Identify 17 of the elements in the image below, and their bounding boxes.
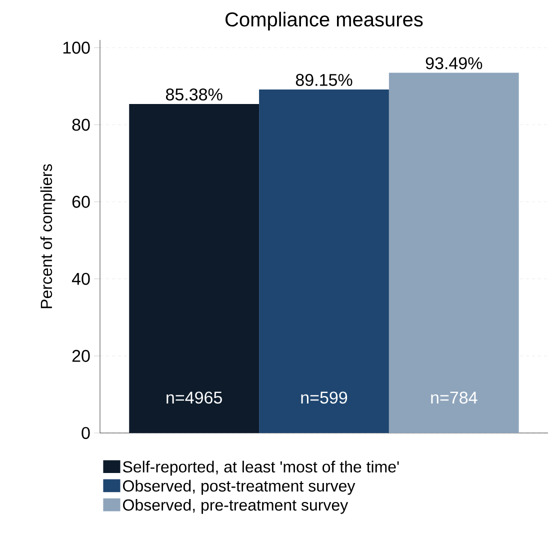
y-tick-label: 0 — [82, 426, 90, 440]
y-tick-label: 20 — [72, 350, 90, 362]
y-tick-label: 100 — [63, 42, 90, 54]
data-label: 89.15% — [296, 74, 352, 86]
y-tick-label: 60 — [72, 196, 90, 208]
data-label: 85.38% — [166, 88, 222, 101]
y-tick-label: 40 — [72, 272, 90, 285]
data-label: 93.49% — [426, 57, 482, 70]
legend-label: Observed, post-treatment survey — [123, 480, 356, 495]
y-tick-label: 80 — [72, 118, 90, 131]
legend-label: Observed, pre-treatment survey — [123, 498, 348, 514]
annotation: n=599 — [301, 392, 348, 404]
legend-label: Self-reported, at least 'most of the time' — [122, 460, 399, 476]
y-axis-title: Percent of compliers — [40, 164, 56, 308]
chart-title: Compliance measures — [226, 12, 423, 30]
annotation: n=4965 — [166, 392, 222, 404]
annotation: n=784 — [431, 392, 478, 404]
